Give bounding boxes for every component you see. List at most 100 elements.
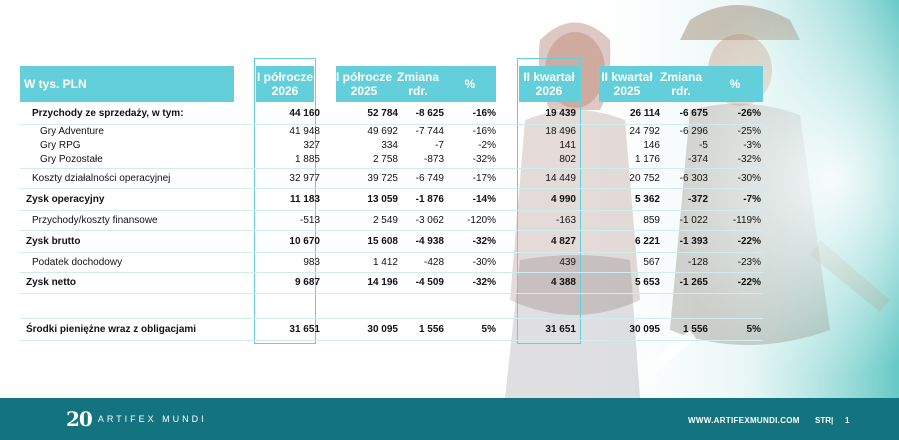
cell-q2-change: -6 296 bbox=[679, 126, 708, 137]
row-label: Zysk brutto bbox=[26, 236, 81, 247]
cell-h1-2026: 44 160 bbox=[289, 108, 320, 119]
table-row: Zysk operacyjny 11 183 13 059 -1 876 -14… bbox=[20, 193, 790, 207]
header-h1-pct: % bbox=[444, 66, 496, 102]
cell-h1-2026: 41 948 bbox=[289, 126, 320, 137]
table-row: Gry Adventure 41 948 49 692 -7 744 -16% … bbox=[20, 125, 790, 139]
cell-q2-2025: 5 653 bbox=[634, 277, 660, 288]
cell-q2-2026: 4 990 bbox=[550, 194, 576, 205]
row-label: Środki pieniężne wraz z obligacjami bbox=[26, 324, 197, 335]
footer-bar bbox=[0, 398, 899, 440]
cell-h1-2026: 327 bbox=[303, 140, 320, 151]
header-h1-2025: I półrocze 2025 bbox=[336, 66, 392, 102]
cell-h1-pct: -16% bbox=[472, 126, 496, 137]
cell-q2-change: -374 bbox=[687, 154, 708, 165]
table-row: Przychody ze sprzedaży, w tym: 44 160 52… bbox=[20, 107, 790, 121]
cell-q2-2025: 24 792 bbox=[629, 126, 660, 137]
cell-h1-pct: -32% bbox=[472, 236, 496, 247]
row-label: Zysk netto bbox=[26, 277, 77, 288]
row-separator bbox=[20, 293, 763, 294]
table-row: Gry Pozostałe 1 885 2 758 -873 -32% 802 … bbox=[20, 153, 790, 167]
row-label: Przychody/koszty finansowe bbox=[32, 215, 158, 226]
website-link[interactable]: WWW.ARTIFEXMUNDI.COM bbox=[688, 416, 800, 425]
cell-h1-2026: 32 977 bbox=[289, 173, 320, 184]
cell-h1-2025: 15 608 bbox=[367, 236, 398, 247]
financial-table: W tys. PLN I półrocze 2026 I półrocze 20… bbox=[20, 0, 780, 398]
cell-h1-change: -4 938 bbox=[415, 236, 444, 247]
cell-q2-2026: -163 bbox=[555, 215, 576, 226]
row-separator bbox=[20, 272, 763, 273]
cell-q2-2026: 19 439 bbox=[545, 108, 576, 119]
header-h1-change: Zmiana rdr. bbox=[392, 66, 444, 102]
row-label: Koszty działalności operacyjnej bbox=[32, 173, 171, 184]
cell-q2-pct: -3% bbox=[743, 140, 761, 151]
row-separator bbox=[20, 210, 763, 211]
cell-q2-2025: 30 095 bbox=[629, 324, 660, 335]
row-label: Przychody ze sprzedaży, w tym: bbox=[32, 108, 184, 119]
cell-q2-2025: 859 bbox=[643, 215, 660, 226]
cell-q2-2026: 4 388 bbox=[550, 277, 576, 288]
cell-q2-pct: -119% bbox=[732, 215, 761, 226]
cell-q2-2026: 18 496 bbox=[545, 126, 576, 137]
cell-h1-pct: -32% bbox=[472, 154, 496, 165]
cell-h1-2025: 30 095 bbox=[367, 324, 398, 335]
row-label: Zysk operacyjny bbox=[26, 194, 105, 205]
page-label: STR| bbox=[815, 416, 834, 425]
cell-h1-2026: 9 687 bbox=[294, 277, 320, 288]
row-label: Podatek dochodowy bbox=[32, 257, 123, 268]
row-label: Gry RPG bbox=[40, 140, 81, 151]
cell-q2-2025: 146 bbox=[643, 140, 660, 151]
cell-q2-change: -1 022 bbox=[679, 215, 708, 226]
cell-h1-2025: 2 758 bbox=[372, 154, 398, 165]
cell-q2-pct: -30% bbox=[737, 173, 761, 184]
cell-q2-change: -1 393 bbox=[679, 236, 708, 247]
cell-q2-2026: 31 651 bbox=[545, 324, 576, 335]
header-h1-2026: I półrocze 2026 bbox=[256, 66, 314, 102]
table-row: Środki pieniężne wraz z obligacjami 31 6… bbox=[20, 323, 790, 337]
cell-q2-pct: -22% bbox=[737, 236, 761, 247]
cell-h1-2025: 1 412 bbox=[372, 257, 398, 268]
cell-h1-2025: 13 059 bbox=[367, 194, 398, 205]
cell-h1-pct: -120% bbox=[467, 215, 496, 226]
cell-h1-change: -873 bbox=[423, 154, 444, 165]
page-number: 1 bbox=[845, 416, 850, 425]
cell-q2-2026: 439 bbox=[559, 257, 576, 268]
cell-q2-pct: -23% bbox=[737, 257, 761, 268]
cell-h1-change: -7 744 bbox=[415, 126, 444, 137]
cell-q2-2026: 14 449 bbox=[545, 173, 576, 184]
table-row: Podatek dochodowy 983 1 412 -428 -30% 43… bbox=[20, 256, 790, 270]
cell-q2-2026: 141 bbox=[559, 140, 576, 151]
cell-h1-change: -3 062 bbox=[415, 215, 444, 226]
header-label: W tys. PLN bbox=[20, 66, 234, 102]
row-label: Gry Pozostałe bbox=[40, 154, 103, 165]
table-row: Zysk netto 9 687 14 196 -4 509 -32% 4 38… bbox=[20, 276, 790, 290]
cell-q2-2025: 1 176 bbox=[634, 154, 660, 165]
row-label: Gry Adventure bbox=[40, 126, 104, 137]
cell-h1-change: -6 749 bbox=[415, 173, 444, 184]
cell-q2-2026: 802 bbox=[559, 154, 576, 165]
row-separator bbox=[20, 318, 763, 319]
cell-q2-pct: -25% bbox=[737, 126, 761, 137]
header-q2-2026: II kwartał 2026 bbox=[519, 66, 579, 102]
cell-h1-pct: -30% bbox=[472, 257, 496, 268]
cell-q2-pct: -7% bbox=[743, 194, 761, 205]
highlight-box-q2-2026 bbox=[517, 58, 581, 344]
cell-h1-2026: 31 651 bbox=[289, 324, 320, 335]
cell-q2-2026: 4 827 bbox=[550, 236, 576, 247]
cell-h1-2026: 10 670 bbox=[289, 236, 320, 247]
table-row: Koszty działalności operacyjnej 32 977 3… bbox=[20, 172, 790, 186]
cell-h1-2025: 39 725 bbox=[367, 173, 398, 184]
cell-q2-2025: 20 752 bbox=[629, 173, 660, 184]
cell-h1-2025: 2 549 bbox=[372, 215, 398, 226]
cell-h1-pct: -14% bbox=[472, 194, 496, 205]
header-q2-2025: II kwartał 2025 bbox=[599, 66, 655, 102]
header-q2-change: Zmiana rdr. bbox=[655, 66, 707, 102]
cell-q2-pct: -22% bbox=[737, 277, 761, 288]
cell-h1-change: -8 625 bbox=[415, 108, 444, 119]
row-separator bbox=[20, 230, 763, 231]
cell-h1-pct: -2% bbox=[478, 140, 496, 151]
cell-q2-change: -1 265 bbox=[679, 277, 708, 288]
cell-h1-2025: 49 692 bbox=[367, 126, 398, 137]
cell-h1-change: -428 bbox=[423, 257, 444, 268]
cell-q2-change: -372 bbox=[687, 194, 708, 205]
cell-h1-2025: 14 196 bbox=[367, 277, 398, 288]
